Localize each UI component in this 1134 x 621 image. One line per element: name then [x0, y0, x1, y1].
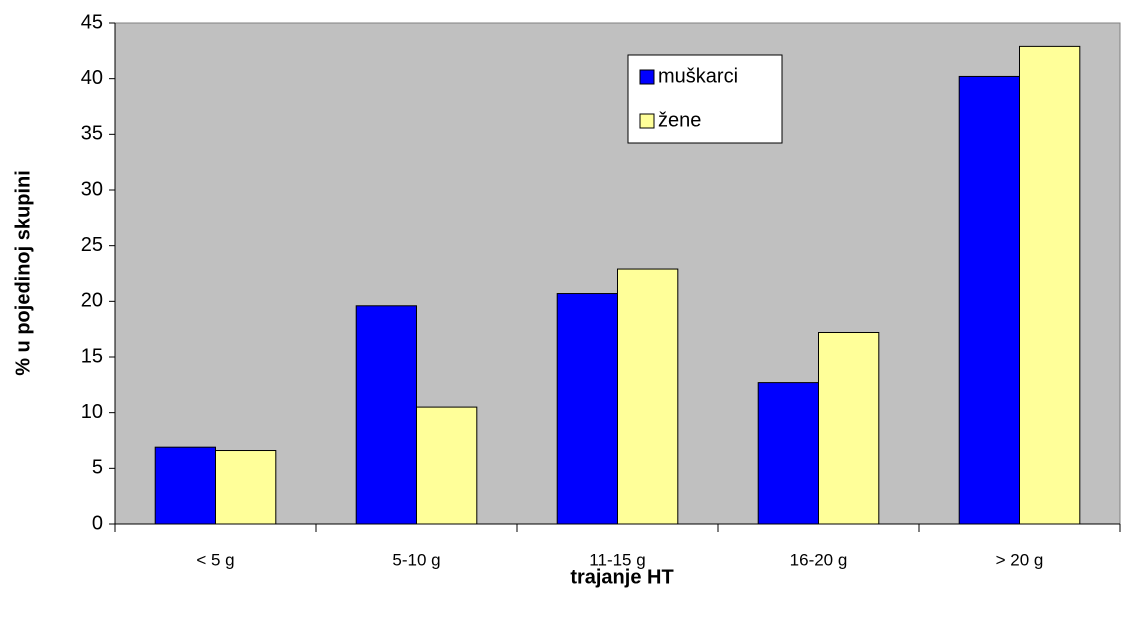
y-tick-label: 15	[81, 345, 103, 367]
y-tick-label: 35	[81, 123, 103, 145]
y-tick-label: 40	[81, 67, 103, 89]
bar	[1019, 45, 1081, 525]
legend-label: muškarci	[658, 65, 738, 87]
x-tick-label: < 5 g	[196, 550, 234, 569]
y-tick-label: 10	[81, 401, 103, 423]
bar	[416, 406, 478, 525]
x-tick-label: > 20 g	[996, 550, 1044, 569]
bar	[556, 293, 619, 525]
x-tick-label: 11-15 g	[589, 550, 645, 569]
x-tick-label: 16-20 g	[790, 550, 848, 569]
bar	[355, 305, 418, 525]
legend-swatch	[639, 69, 655, 85]
x-tick-label: 5-10 g	[392, 550, 440, 569]
bar	[617, 268, 679, 525]
x-axis-label: trajanje HT	[570, 566, 673, 588]
y-tick-label: 30	[81, 178, 103, 200]
bar	[154, 446, 216, 525]
y-axis-label: % u pojedinoj skupini	[12, 170, 34, 376]
bar	[215, 450, 277, 525]
y-tick-label: 20	[81, 290, 103, 312]
legend-label: žene	[658, 109, 701, 131]
y-tick-label: 45	[81, 11, 103, 33]
bar	[958, 75, 1021, 525]
y-tick-label: 0	[92, 512, 103, 534]
legend-swatch	[639, 113, 655, 129]
bar	[818, 332, 880, 525]
y-tick-label: 5	[92, 457, 103, 479]
y-tick-label: 25	[81, 234, 103, 256]
bar	[757, 382, 820, 525]
